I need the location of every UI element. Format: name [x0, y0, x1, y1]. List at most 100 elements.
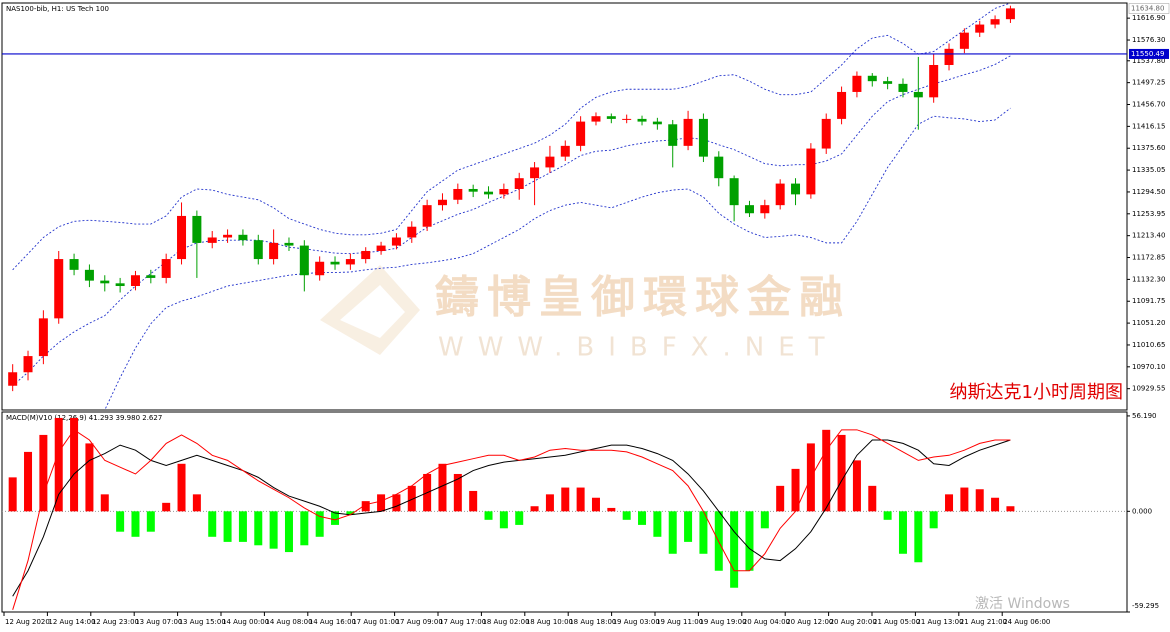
y-tick-label: 11213.40 — [1132, 232, 1165, 240]
activation-watermark: 激活 Windows — [975, 595, 1070, 612]
candle-body — [315, 261, 325, 276]
x-tick-label: 19 Aug 03:00 — [613, 618, 660, 626]
y-tick-label: 11576.30 — [1132, 36, 1165, 44]
candle-body — [990, 19, 1000, 25]
candle-body — [238, 234, 248, 241]
candle-body — [284, 242, 294, 246]
x-tick-label: 12 Aug 14:00 — [48, 618, 95, 626]
candle-body — [269, 242, 279, 260]
histogram-bar — [760, 511, 769, 529]
y-tick-label: 11456.70 — [1132, 101, 1165, 109]
x-tick-label: 18 Aug 10:00 — [526, 618, 573, 626]
x-tick-label: 21 Aug 21:00 — [960, 618, 1007, 626]
candle-body — [775, 183, 785, 206]
histogram-bar — [100, 494, 109, 512]
candle-body — [622, 118, 632, 120]
candle-body — [38, 318, 48, 357]
candle-body — [929, 64, 939, 98]
histogram-bar — [192, 494, 201, 512]
y-tick-label: 0.000 — [1132, 507, 1152, 515]
histogram-bar — [914, 511, 923, 563]
candle-body — [422, 205, 432, 227]
histogram-bar — [469, 490, 478, 512]
y-tick-label: 11537.80 — [1132, 57, 1165, 65]
histogram-bar — [622, 511, 631, 520]
x-tick-label: 17 Aug 09:00 — [396, 618, 443, 626]
histogram-bar — [745, 511, 754, 571]
annotation: 纳斯达克1小时周期图 — [950, 382, 1123, 403]
candle-body — [177, 215, 187, 260]
band-upper — [12, 3, 1011, 271]
candle-body — [54, 259, 64, 319]
x-tick-label: 18 Aug 02:00 — [482, 618, 529, 626]
histogram-bar — [407, 485, 416, 512]
candle-body — [560, 145, 570, 157]
band-lower — [104, 107, 1011, 410]
histogram-bar — [54, 417, 63, 512]
histogram-bar — [177, 463, 186, 512]
candle-body — [146, 275, 156, 278]
candle-body — [821, 118, 831, 149]
candle-body — [806, 148, 816, 195]
y-tick-label: -59.295 — [1132, 602, 1159, 610]
x-tick-label: 13 Aug 15:00 — [179, 618, 226, 626]
histogram-bar — [438, 463, 447, 512]
candle-body — [898, 83, 908, 92]
candle-body — [253, 240, 263, 260]
candle-body — [530, 167, 540, 179]
candle-body — [791, 183, 801, 195]
candle-body — [975, 24, 985, 33]
candle-body — [668, 124, 678, 146]
y-tick-label: 11616.90 — [1132, 14, 1165, 22]
y-tick-label: 11132.30 — [1132, 275, 1165, 283]
y-tick-label: 11416.15 — [1132, 122, 1165, 130]
histogram-bar — [960, 487, 969, 512]
y-tick-label: 11375.60 — [1132, 144, 1165, 152]
histogram-bar — [39, 434, 48, 512]
candle-body — [437, 199, 447, 206]
histogram-bar — [684, 511, 693, 542]
candle-body — [576, 121, 586, 146]
histogram-bar — [576, 487, 585, 512]
candle-body — [499, 188, 509, 195]
histogram-bar — [238, 511, 247, 542]
candle-body — [637, 118, 647, 122]
histogram-bar — [991, 497, 1000, 512]
histogram-bar — [8, 477, 17, 512]
candle-body — [545, 156, 555, 168]
candle-body — [744, 205, 754, 214]
y-tick-label: 11497.25 — [1132, 79, 1165, 87]
histogram-bar — [24, 451, 33, 512]
candle-body — [591, 116, 601, 122]
histogram-bar — [530, 506, 539, 512]
histogram-bar — [284, 511, 293, 553]
macd-line — [12, 439, 1011, 597]
candle-body — [944, 48, 954, 65]
histogram-bar — [898, 511, 907, 554]
y-tick-label: 11253.95 — [1132, 210, 1165, 218]
x-tick-label: 13 Aug 07:00 — [135, 618, 182, 626]
candle-body — [837, 91, 847, 119]
site-watermark: WWW.BIBFX.NET — [438, 333, 839, 363]
histogram-bar — [208, 511, 217, 537]
histogram-bar — [791, 468, 800, 512]
y-tick-label: 56.190 — [1132, 412, 1157, 420]
candle-body — [867, 75, 877, 82]
histogram-bar — [883, 511, 892, 520]
candle-body — [1005, 8, 1015, 20]
histogram-bar — [346, 511, 355, 515]
y-tick-label: 11294.50 — [1132, 188, 1165, 196]
histogram-bar — [868, 485, 877, 512]
macd-title: MACD(M)V10 (12,26,9) 41.293 39.980 2.627 — [6, 414, 162, 422]
histogram-bar — [377, 494, 386, 512]
histogram-bar — [223, 511, 232, 542]
histogram-bar — [561, 487, 570, 512]
candle-body — [192, 215, 202, 243]
histogram-bar — [699, 511, 708, 554]
candle-body — [391, 237, 401, 246]
x-tick-label: 17 Aug 17:00 — [439, 618, 486, 626]
x-tick-label: 14 Aug 16:00 — [309, 618, 356, 626]
x-tick-label: 14 Aug 08:00 — [265, 618, 312, 626]
histogram-bar — [254, 511, 263, 546]
